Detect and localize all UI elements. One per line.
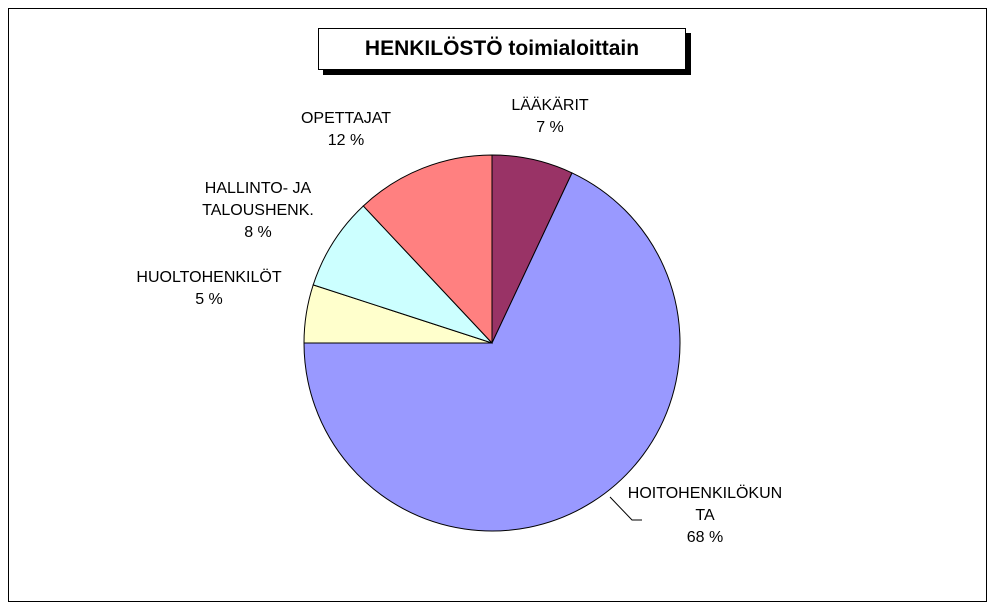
pie-slice (303, 172, 681, 532)
pie-slice (312, 205, 493, 344)
leader-line (609, 496, 642, 521)
category-label: HUOLTOHENKILÖT (136, 269, 282, 286)
value-label: 68 % (686, 529, 724, 546)
pie-slice (362, 154, 493, 345)
category-label: HOITOHENKILÖKUNTA (627, 485, 783, 524)
slice-label: LÄÄKÄRIT 7 % (490, 95, 610, 139)
value-label: 7 % (536, 119, 564, 136)
slice-label: HALLINTO- JA TALOUSHENK. 8 % (173, 178, 343, 244)
chart-title: HENKILÖSTÖ toimialoittain (318, 28, 686, 70)
value-label: 12 % (327, 132, 365, 149)
slice-label: HOITOHENKILÖKUNTA 68 % (625, 483, 785, 549)
value-label: 8 % (244, 224, 272, 241)
slice-label: OPETTAJAT 12 % (286, 108, 406, 152)
value-label: 5 % (195, 291, 223, 308)
slice-label: HUOLTOHENKILÖT 5 % (134, 267, 284, 311)
category-label: LÄÄKÄRIT (511, 97, 589, 114)
category-label: HALLINTO- JA TALOUSHENK. (202, 180, 314, 219)
category-label: OPETTAJAT (300, 110, 392, 127)
